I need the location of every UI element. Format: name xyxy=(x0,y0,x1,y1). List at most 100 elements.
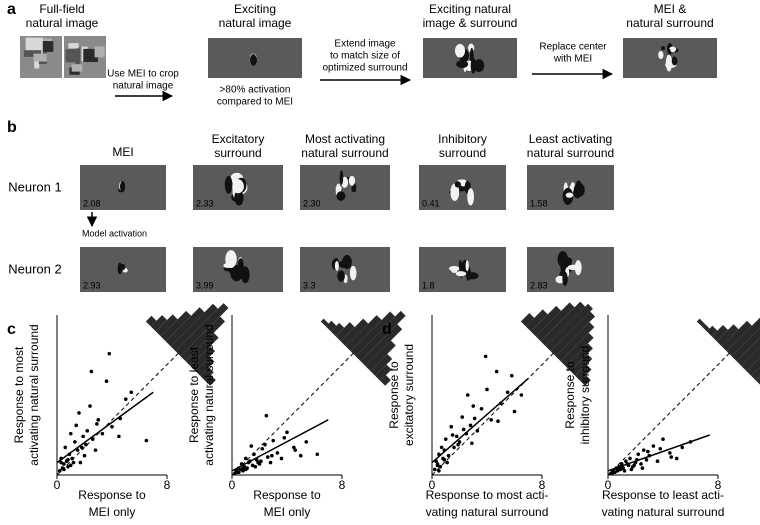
image-feature xyxy=(234,189,244,206)
histogram-bar xyxy=(380,375,391,386)
image-feature xyxy=(223,267,232,272)
step-title: natural surround xyxy=(626,16,713,30)
column-header: surround xyxy=(439,146,486,160)
histogram-bar xyxy=(205,375,216,386)
fit-line xyxy=(231,419,329,472)
point xyxy=(95,422,99,426)
point xyxy=(250,463,255,468)
point xyxy=(66,458,70,462)
photo-detail xyxy=(41,41,54,52)
histogram-bar xyxy=(711,324,728,342)
histogram-bar xyxy=(175,303,229,357)
point xyxy=(661,437,665,441)
point xyxy=(298,453,303,458)
image-feature xyxy=(460,179,467,187)
histogram-bar xyxy=(145,315,157,327)
activation-value: 1.58 xyxy=(530,198,548,208)
point xyxy=(82,453,87,458)
arrow-label: to match size of xyxy=(330,51,400,62)
point xyxy=(123,397,128,401)
point xyxy=(624,459,628,464)
column-header: Excitatory xyxy=(212,132,265,146)
image-feature xyxy=(119,181,126,193)
point xyxy=(253,464,258,469)
point xyxy=(107,351,112,356)
point xyxy=(77,411,81,415)
point xyxy=(432,467,437,472)
histogram-bar xyxy=(340,318,369,347)
point xyxy=(81,434,85,439)
image-feature xyxy=(337,270,345,282)
histogram xyxy=(696,313,760,386)
point xyxy=(241,466,245,470)
x-axis-label: MEI only xyxy=(89,505,136,519)
x-tick-label: 8 xyxy=(164,478,171,492)
histogram-bar xyxy=(335,322,355,342)
x-axis-label: Response to most acti- xyxy=(426,488,549,502)
image-feature xyxy=(224,175,233,194)
point xyxy=(636,452,641,457)
histogram-bar xyxy=(370,353,393,376)
histogram-bar xyxy=(550,311,596,357)
point xyxy=(669,455,674,459)
y-axis-label: Response to most xyxy=(12,346,26,443)
point xyxy=(232,471,237,476)
point xyxy=(475,429,480,433)
point xyxy=(263,442,267,447)
x-axis-label: vating natural surround xyxy=(602,505,725,519)
x-axis-label: Response to xyxy=(78,488,146,502)
histogram-bar xyxy=(756,375,760,386)
point xyxy=(483,354,488,359)
row-label: Neuron 1 xyxy=(8,179,61,194)
point xyxy=(439,445,444,450)
image-feature xyxy=(565,192,574,198)
point xyxy=(264,413,269,418)
point xyxy=(66,464,70,469)
point xyxy=(639,462,643,466)
point xyxy=(110,424,114,429)
image-feature xyxy=(338,260,350,269)
photo-detail xyxy=(33,53,47,62)
point xyxy=(479,406,484,411)
point xyxy=(519,393,524,397)
point xyxy=(249,444,254,448)
y-axis-label: activating natural surround xyxy=(202,324,216,465)
point xyxy=(129,390,134,395)
image-feature xyxy=(250,53,257,66)
column-header: MEI xyxy=(112,145,133,159)
point xyxy=(265,455,270,459)
histogram-bar xyxy=(185,332,219,366)
column-header: natural surround xyxy=(527,146,614,160)
point xyxy=(485,387,489,392)
point xyxy=(241,469,245,473)
point xyxy=(443,437,448,441)
point xyxy=(651,444,656,448)
activation-value: 2.33 xyxy=(196,198,214,208)
activation-value: 3.99 xyxy=(196,280,214,290)
step-title: natural image xyxy=(26,16,99,30)
arrow-label: with MEI xyxy=(553,54,592,65)
point xyxy=(292,445,296,450)
image-feature xyxy=(567,264,580,270)
point xyxy=(285,430,289,435)
activation-value: 0.41 xyxy=(422,198,440,208)
photo-detail xyxy=(71,64,83,72)
histogram-bar xyxy=(716,324,739,347)
x-tick-label: 0 xyxy=(54,478,61,492)
point xyxy=(613,470,617,475)
photo-detail xyxy=(83,48,98,62)
point xyxy=(238,467,243,472)
image-feature xyxy=(557,251,569,268)
column-header: surround xyxy=(214,146,261,160)
point xyxy=(505,390,510,395)
image-feature xyxy=(448,266,460,271)
histogram-bar xyxy=(540,301,586,347)
point xyxy=(454,434,459,439)
histogram-bar xyxy=(355,310,406,362)
histogram-bar xyxy=(746,351,760,376)
point xyxy=(658,446,663,451)
point xyxy=(79,445,84,450)
histogram-bar xyxy=(565,343,593,371)
point xyxy=(619,462,624,466)
annotation: Model activation xyxy=(82,228,147,238)
